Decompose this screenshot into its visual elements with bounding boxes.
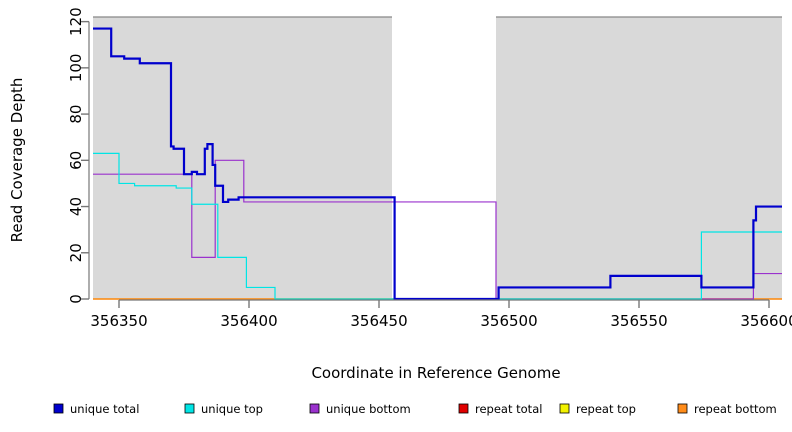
chart-legend: unique total unique top unique bottom repea… [53,402,777,416]
legend-item-unique-total[interactable]: unique total [53,402,139,416]
legend-item-repeat-bottom[interactable]: repeat bottom [677,402,777,416]
y-tick-label-3: 60 [67,151,85,170]
y-tick-label-6: 120 [67,7,85,36]
legend-swatch-unique-bottom [309,403,320,414]
legend-label-repeat-top: repeat top [576,402,636,416]
legend-swatch-repeat-bottom [677,403,688,414]
y-axis-label: Read Coverage Depth [8,78,26,243]
legend-swatch-unique-total [53,403,64,414]
series-group [93,27,782,301]
y-tick-label-4: 80 [67,105,85,124]
legend-item-repeat-top[interactable]: repeat top [559,402,636,416]
legend-label-repeat-bottom: repeat bottom [694,402,777,416]
x-tick-label-5: 356600 [740,312,792,330]
legend-label-unique-top: unique top [201,402,263,416]
legend-label-unique-total: unique total [70,402,139,416]
x-tick-label-3: 356500 [480,312,537,330]
y-tick-label-5: 100 [67,54,85,83]
x-tick-label-1: 356400 [220,312,277,330]
legend-swatch-repeat-top [559,403,570,414]
legend-item-unique-top[interactable]: unique top [184,402,263,416]
legend-swatch-repeat-total [458,403,469,414]
legend-item-unique-bottom[interactable]: unique bottom [309,402,411,416]
x-tick-label-0: 356350 [90,312,147,330]
y-axis: 0 20 40 60 80 100 120 [67,7,90,304]
y-tick-label-2: 40 [67,197,85,216]
x-axis: 356350 356400 356450 356500 356550 356600 [90,299,792,330]
x-tick-label-4: 356550 [610,312,667,330]
legend-item-repeat-total[interactable]: repeat total [458,402,542,416]
y-tick-label-0: 0 [67,294,85,304]
shaded-region-group [93,17,782,299]
shaded-region-1 [496,17,782,299]
legend-label-repeat-total: repeat total [475,402,542,416]
legend-label-unique-bottom: unique bottom [326,402,411,416]
series-line-unique-total [93,27,782,301]
y-tick-label-1: 20 [67,243,85,262]
x-axis-label: Coordinate in Reference Genome [311,364,560,382]
x-tick-label-2: 356450 [350,312,407,330]
legend-swatch-unique-top [184,403,195,414]
